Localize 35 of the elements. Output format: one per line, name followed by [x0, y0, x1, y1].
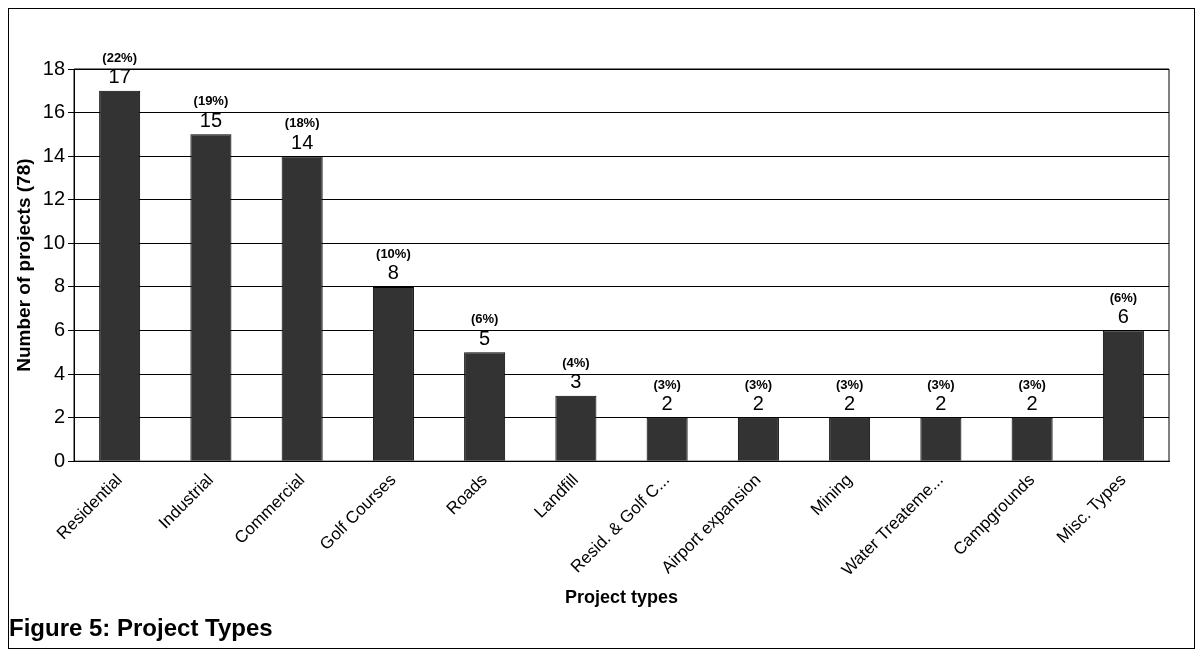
data-label: 2	[1026, 392, 1038, 415]
annotation: (19%)	[193, 93, 229, 109]
y-tick-label: 18	[42, 56, 66, 79]
y-axis-title: Number of projects (78)	[12, 158, 34, 372]
annotation: (3%)	[744, 376, 773, 392]
data-label: 5	[479, 326, 491, 349]
data-label: 2	[844, 392, 856, 415]
data-label: 8	[387, 261, 399, 284]
y-tick-label: 0	[53, 448, 66, 471]
data-label: 6	[1117, 304, 1129, 327]
annotation: (6%)	[470, 311, 499, 327]
annotation: (22%)	[102, 49, 138, 65]
annotation: (4%)	[562, 354, 590, 370]
annotation: (3%)	[653, 376, 681, 392]
annotation: (3%)	[835, 376, 864, 392]
y-tick-label: 12	[42, 187, 66, 210]
annotation: (6%)	[1109, 289, 1138, 305]
y-tick-label: 4	[53, 361, 66, 384]
annotation: (10%)	[376, 245, 411, 261]
annotation: (18%)	[284, 115, 320, 131]
x-axis-title: Project types	[565, 587, 679, 608]
annotation: (3%)	[927, 376, 955, 392]
y-tick-label: 2	[53, 405, 66, 428]
data-label: 15	[199, 108, 223, 131]
y-tick-label: 16	[42, 100, 66, 123]
data-label: 2	[752, 392, 764, 415]
data-label: 2	[935, 392, 947, 415]
data-label: 2	[661, 392, 673, 415]
text: Figure 5: Project Types	[9, 614, 273, 642]
y-tick-label: 6	[53, 317, 66, 340]
y-tick-label: 10	[42, 230, 66, 253]
y-tick-label: 14	[42, 143, 66, 166]
data-label: 14	[291, 130, 314, 153]
annotation: (3%)	[1018, 376, 1046, 392]
y-tick-label: 8	[53, 274, 66, 297]
